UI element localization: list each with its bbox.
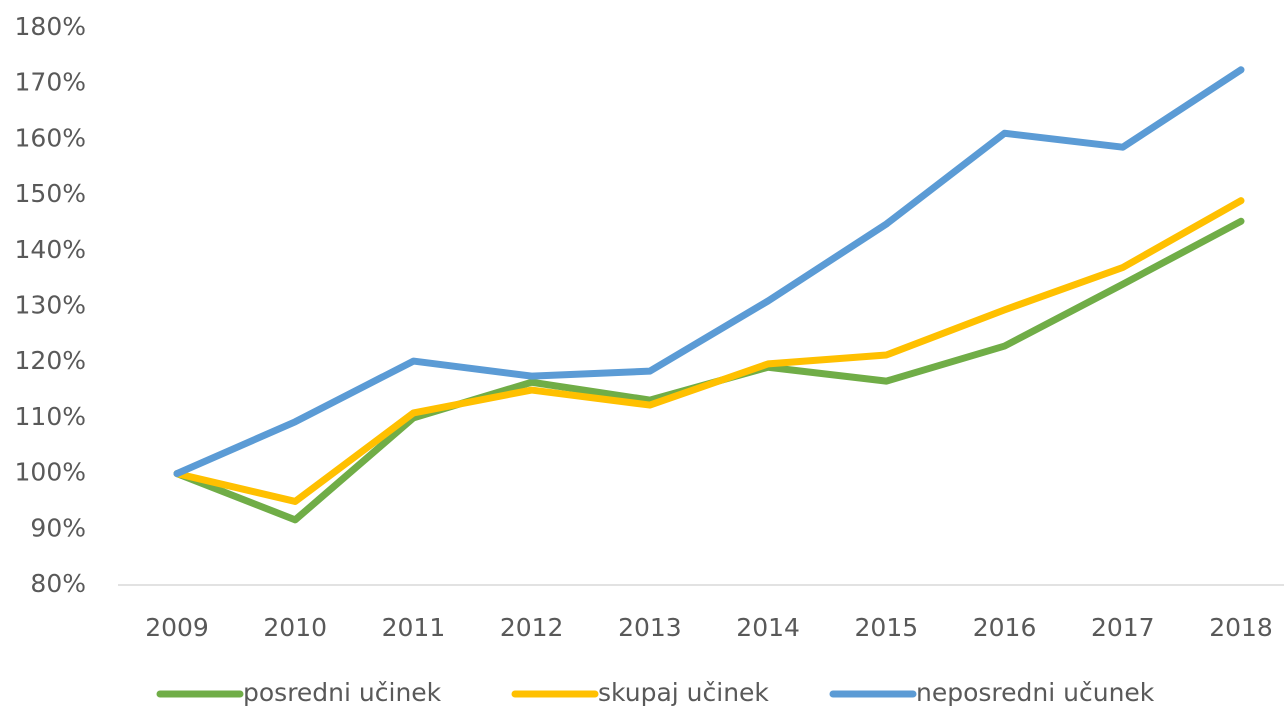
y-tick-label: 180% xyxy=(15,12,86,41)
x-tick-label: 2013 xyxy=(618,613,682,642)
y-tick-label: 150% xyxy=(15,179,86,208)
y-tick-label: 130% xyxy=(15,291,86,320)
x-tick-label: 2009 xyxy=(145,613,209,642)
x-tick-label: 2018 xyxy=(1209,613,1273,642)
series-line xyxy=(173,197,1245,505)
y-tick-label: 90% xyxy=(30,513,86,542)
y-tick-label: 140% xyxy=(15,235,86,264)
legend-label: posredni učinek xyxy=(243,678,442,707)
series-line xyxy=(173,66,1245,478)
y-tick-label: 170% xyxy=(15,68,86,97)
x-tick-label: 2015 xyxy=(855,613,919,642)
y-tick-label: 110% xyxy=(15,402,86,431)
x-tick-label: 2011 xyxy=(382,613,446,642)
x-tick-label: 2010 xyxy=(263,613,327,642)
x-tick-label: 2017 xyxy=(1091,613,1155,642)
x-tick-label: 2012 xyxy=(500,613,564,642)
x-tick-label: 2014 xyxy=(736,613,800,642)
y-tick-label: 120% xyxy=(15,346,86,375)
legend-label: neposredni učunek xyxy=(916,678,1155,707)
legend-label: skupaj učinek xyxy=(598,678,769,707)
series-line xyxy=(173,217,1245,524)
x-tick-label: 2016 xyxy=(973,613,1037,642)
y-tick-label: 100% xyxy=(15,458,86,487)
y-tick-label: 80% xyxy=(30,569,86,598)
y-tick-label: 160% xyxy=(15,123,86,152)
